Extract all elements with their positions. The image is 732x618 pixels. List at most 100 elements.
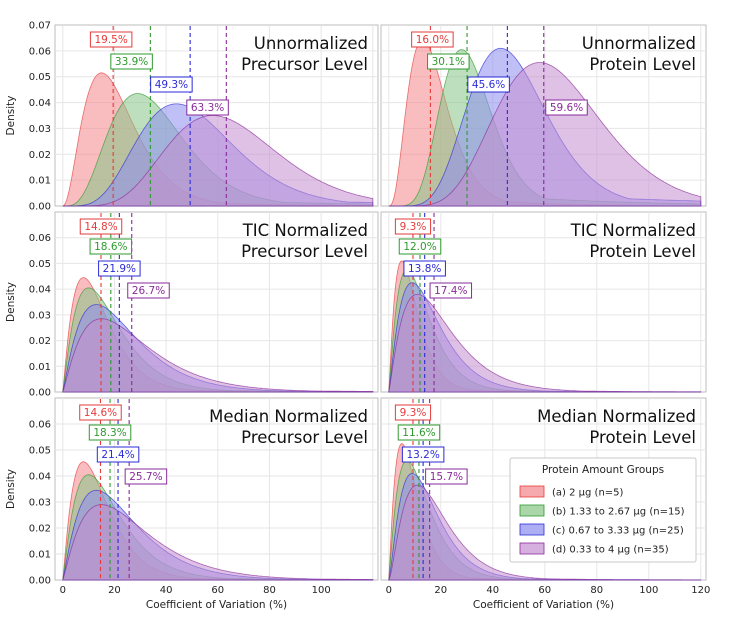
median-badge-box [98, 260, 141, 277]
panel-title-line-1: Unnormalized [582, 34, 696, 53]
x-tick-label: 0 [386, 585, 392, 596]
x-tick-label: 80 [263, 585, 276, 596]
legend-title: Protein Amount Groups [542, 464, 664, 476]
y-tick-label: 0.07 [29, 21, 51, 32]
panel-title-line-1: Median Normalized [209, 407, 368, 426]
median-badge-label: 21.4% [101, 449, 134, 461]
median-badge-c: 45.6% [467, 76, 510, 93]
median-badge-box [394, 404, 432, 421]
median-badge-d: 59.6% [545, 99, 588, 116]
panel-title-line-1: TIC Normalized [570, 221, 696, 240]
median-badge-label: 33.9% [115, 56, 148, 68]
y-axis-label: Density [5, 282, 17, 322]
median-badge-box [394, 218, 432, 235]
y-tick-label: 0.02 [29, 524, 51, 535]
median-badge-box [467, 76, 510, 93]
median-badge-label: 16.0% [416, 34, 449, 46]
median-badge-label: 17.4% [434, 285, 467, 297]
legend-label-c: (c) 0.67 to 3.33 μg (n=25) [552, 526, 684, 537]
median-badge-label: 9.3% [400, 221, 427, 233]
panel-4: 9.3% 12.0% 13.8% 17.4% TIC Normalized Protein… [380, 211, 707, 393]
median-badge-c: 21.4% [96, 446, 140, 463]
y-tick-label: 0.00 [29, 202, 51, 213]
panel-title-line-2: Protein Level [589, 55, 696, 74]
panel-title-line-2: Precursor Level [241, 428, 368, 447]
median-badge-box [411, 31, 454, 48]
median-badge-box [545, 99, 588, 116]
x-axis-label: Coefficient of Variation (%) [146, 599, 287, 611]
x-tick-label: 0 [60, 585, 66, 596]
y-tick-label: 0.04 [29, 472, 51, 483]
density-d [62, 504, 374, 581]
median-badge-label: 18.3% [93, 427, 126, 439]
y-tick-label: 0.03 [29, 310, 51, 321]
x-tick-label: 20 [108, 585, 121, 596]
x-tick-label: 120 [691, 585, 710, 596]
y-tick-label: 0.00 [29, 576, 51, 587]
median-badge-box [398, 238, 442, 255]
y-tick-label: 0.06 [29, 233, 51, 244]
legend-label-a: (a) 2 μg (n=5) [552, 488, 624, 499]
legend-swatch-a [519, 485, 545, 498]
median-badge-label: 13.2% [406, 449, 439, 461]
y-tick-label: 0.01 [29, 362, 51, 373]
median-badge-b: 12.0% [398, 238, 442, 255]
median-badge-a: 16.0% [411, 31, 454, 48]
panel-title-line-2: Protein Level [589, 428, 696, 447]
y-tick-label: 0.06 [29, 420, 51, 431]
x-tick-label: 60 [211, 585, 224, 596]
median-badge-box [150, 76, 193, 93]
x-tick-label: 40 [486, 585, 499, 596]
median-badge-label: 15.7% [430, 471, 463, 483]
y-tick-label: 0.05 [29, 446, 51, 457]
x-tick-label: 20 [434, 585, 447, 596]
panel-title-line-2: Protein Level [589, 242, 696, 261]
x-tick-label: 100 [639, 585, 658, 596]
panel-2: 16.0% 30.1% 45.6% 59.6% Unnormalized Protein … [380, 24, 707, 207]
median-badge-label: 63.3% [191, 102, 224, 114]
median-badge-box [429, 282, 473, 299]
median-badge-box [79, 404, 122, 421]
median-badge-label: 13.8% [408, 263, 441, 275]
median-badge-label: 30.1% [432, 56, 465, 68]
median-badge-label: 49.3% [155, 79, 188, 91]
legend-swatch-d [519, 542, 545, 555]
median-badge-b: 18.6% [89, 238, 133, 255]
median-badge-label: 12.0% [403, 241, 436, 253]
median-badge-label: 26.7% [132, 285, 165, 297]
median-badge-a: 19.5% [89, 31, 133, 48]
density-d [62, 318, 374, 393]
median-badge-d: 25.7% [124, 468, 168, 485]
median-badge-label: 19.5% [94, 34, 127, 46]
median-badge-label: 11.6% [402, 427, 435, 439]
median-badge-box [427, 53, 470, 70]
panel-title-line-2: Precursor Level [241, 242, 368, 261]
median-badge-box [397, 424, 441, 441]
median-badge-a: 9.3% [394, 218, 432, 235]
median-badge-d: 15.7% [425, 468, 468, 485]
legend-label-d: (d) 0.33 to 4 μg (n=35) [552, 545, 669, 556]
median-badge-box [88, 424, 132, 441]
density-d [62, 115, 374, 207]
panel-title-line-1: TIC Normalized [242, 221, 368, 240]
median-badge-c: 49.3% [150, 76, 193, 93]
legend-box [509, 457, 697, 563]
x-tick-label: 40 [160, 585, 173, 596]
median-badge-b: 11.6% [397, 424, 441, 441]
median-badge-label: 14.8% [84, 221, 117, 233]
median-badge-box [401, 446, 445, 463]
density-d [388, 62, 702, 207]
median-badge-d: 17.4% [429, 282, 473, 299]
median-badge-label: 14.6% [84, 407, 117, 419]
density-d [388, 293, 702, 393]
y-tick-label: 0.01 [29, 550, 51, 561]
panel-5: 14.6% 18.3% 21.4% 25.7% Median Normalized Pre… [29, 397, 379, 596]
median-badge-label: 25.7% [129, 471, 162, 483]
legend: Protein Amount Groups (a) 2 μg (n=5) (b) 1… [509, 457, 697, 563]
y-tick-label: 0.04 [29, 98, 51, 109]
y-tick-label: 0.02 [29, 150, 51, 161]
median-badge-a: 14.6% [79, 404, 122, 421]
median-badge-box [403, 260, 446, 277]
y-tick-label: 0.04 [29, 285, 51, 296]
